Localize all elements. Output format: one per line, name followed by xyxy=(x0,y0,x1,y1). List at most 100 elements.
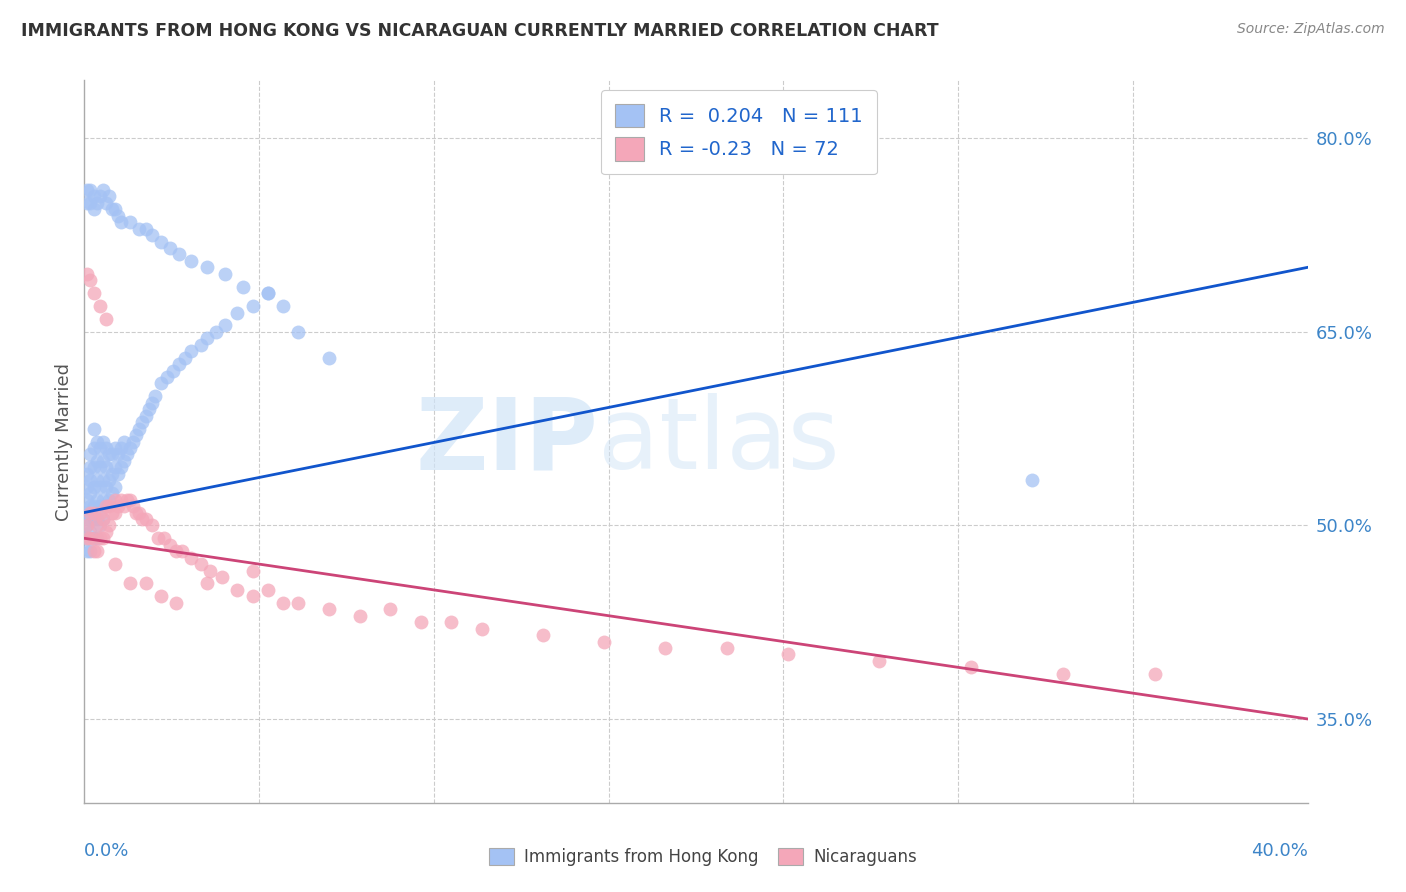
Point xyxy=(89,518,111,533)
Point xyxy=(91,512,114,526)
Point xyxy=(89,189,111,203)
Point xyxy=(101,447,124,461)
Point xyxy=(86,518,108,533)
Point xyxy=(120,441,142,455)
Text: IMMIGRANTS FROM HONG KONG VS NICARAGUAN CURRENTLY MARRIED CORRELATION CHART: IMMIGRANTS FROM HONG KONG VS NICARAGUAN … xyxy=(21,22,939,40)
Point xyxy=(79,183,101,197)
Point xyxy=(104,460,127,475)
Point xyxy=(318,351,340,365)
Point xyxy=(104,557,127,571)
Point xyxy=(287,596,309,610)
Point xyxy=(165,544,187,558)
Point xyxy=(112,434,135,449)
Point xyxy=(122,434,145,449)
Point xyxy=(271,596,294,610)
Y-axis label: Currently Married: Currently Married xyxy=(55,362,73,521)
Point xyxy=(115,492,138,507)
Point xyxy=(110,441,132,455)
Text: ZIP: ZIP xyxy=(415,393,598,490)
Point xyxy=(76,506,98,520)
Point xyxy=(86,492,108,507)
Point xyxy=(89,441,111,455)
Point xyxy=(97,492,120,507)
Point xyxy=(104,202,127,217)
Point xyxy=(79,499,101,513)
Point xyxy=(101,506,124,520)
Point xyxy=(89,480,111,494)
Point xyxy=(76,518,98,533)
Point xyxy=(190,338,212,352)
Point xyxy=(94,480,117,494)
Point xyxy=(83,460,105,475)
Point xyxy=(716,640,738,655)
Point xyxy=(128,422,150,436)
Point xyxy=(76,467,98,481)
Point xyxy=(79,531,101,545)
Point xyxy=(156,370,179,384)
Point xyxy=(1143,666,1166,681)
Point xyxy=(83,286,105,301)
Point xyxy=(83,506,105,520)
Point xyxy=(125,428,148,442)
Point xyxy=(91,473,114,487)
Point xyxy=(159,538,181,552)
Point xyxy=(211,570,233,584)
Point xyxy=(531,628,554,642)
Point xyxy=(79,486,101,500)
Point xyxy=(128,221,150,235)
Point xyxy=(104,506,127,520)
Point xyxy=(141,228,163,243)
Point xyxy=(120,576,142,591)
Point xyxy=(76,531,98,545)
Point xyxy=(101,467,124,481)
Point xyxy=(76,531,98,545)
Point xyxy=(79,460,101,475)
Point xyxy=(318,602,340,616)
Point xyxy=(101,486,124,500)
Point xyxy=(138,402,160,417)
Text: 40.0%: 40.0% xyxy=(1251,842,1308,860)
Point xyxy=(112,454,135,468)
Point xyxy=(257,286,280,301)
Point xyxy=(91,512,114,526)
Point xyxy=(128,506,150,520)
Point xyxy=(180,344,202,359)
Point xyxy=(115,447,138,461)
Point xyxy=(97,447,120,461)
Point xyxy=(190,557,212,571)
Point xyxy=(1052,666,1074,681)
Text: Source: ZipAtlas.com: Source: ZipAtlas.com xyxy=(1237,22,1385,37)
Point xyxy=(195,260,218,275)
Point xyxy=(226,305,249,319)
Point xyxy=(79,544,101,558)
Point xyxy=(97,499,120,513)
Point xyxy=(76,492,98,507)
Point xyxy=(1021,473,1043,487)
Point xyxy=(174,351,197,365)
Point xyxy=(79,195,101,210)
Point xyxy=(110,492,132,507)
Point xyxy=(91,454,114,468)
Point xyxy=(409,615,432,630)
Point xyxy=(89,506,111,520)
Point xyxy=(380,602,402,616)
Point xyxy=(107,467,129,481)
Point xyxy=(104,480,127,494)
Point xyxy=(172,544,194,558)
Point xyxy=(79,524,101,539)
Point xyxy=(135,409,157,423)
Legend: R =  0.204   N = 111, R = -0.23   N = 72: R = 0.204 N = 111, R = -0.23 N = 72 xyxy=(600,90,876,175)
Point xyxy=(110,460,132,475)
Point xyxy=(89,460,111,475)
Point xyxy=(91,183,114,197)
Point xyxy=(257,582,280,597)
Legend: Immigrants from Hong Kong, Nicaraguans: Immigrants from Hong Kong, Nicaraguans xyxy=(482,841,924,873)
Point xyxy=(349,608,371,623)
Point xyxy=(83,202,105,217)
Point xyxy=(104,492,127,507)
Point xyxy=(167,247,190,261)
Point xyxy=(76,480,98,494)
Point xyxy=(122,499,145,513)
Point xyxy=(135,221,157,235)
Point xyxy=(776,648,799,662)
